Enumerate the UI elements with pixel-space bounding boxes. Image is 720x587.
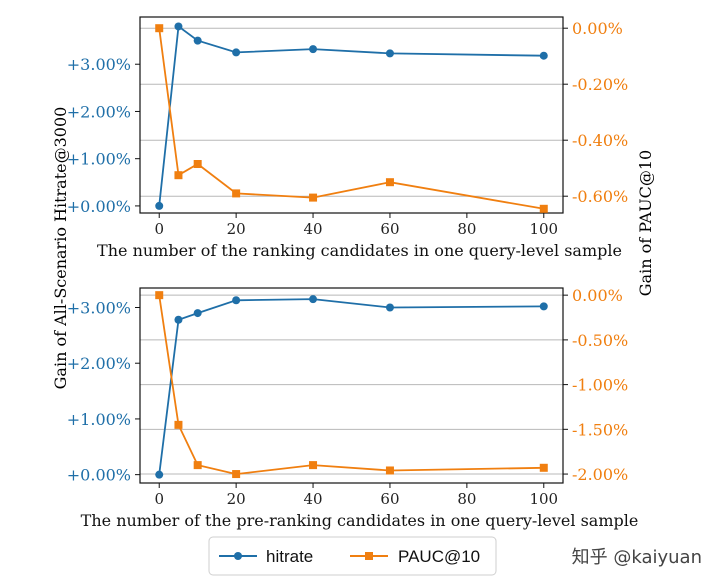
x-tick-label: 0 [154,220,164,238]
right-tick-label: -0.60% [572,187,628,206]
hitrate-point [155,470,164,479]
x-tick-label: 100 [529,220,558,238]
hitrate-point [174,315,183,324]
x-axis-label: The number of the ranking candidates in … [97,241,622,260]
left-tick-label: +1.00% [67,150,131,169]
right-axis-label: Gain of PAUC@10 [636,150,655,296]
plot-frame [139,287,564,484]
left-tick-label: +1.00% [67,410,131,429]
left-tick-label: +2.00% [67,102,131,121]
pauc-point [232,189,241,198]
pauc-point [155,24,164,33]
x-tick-label: 80 [457,490,476,508]
x-tick-label: 20 [227,490,246,508]
pauc-point [309,193,318,202]
x-tick-label: 60 [380,490,399,508]
watermark: 知乎 @kaiyuan [572,547,702,568]
pauc-point [385,466,394,475]
x-axis-label: The number of the pre-ranking candidates… [81,511,639,530]
x-tick-label: 40 [303,220,322,238]
x-tick-label: 20 [227,220,246,238]
right-tick-label: -2.00% [572,465,628,484]
right-tick-label: -0.20% [572,75,628,94]
pauc-point [309,461,318,470]
hitrate-point [309,295,318,304]
x-tick-label: 0 [154,490,164,508]
pauc-point [193,461,202,470]
plot-frame [139,16,564,214]
legend: hitrate PAUC@10 [208,536,497,576]
hitrate-point [385,49,394,58]
left-tick-label: +2.00% [67,354,131,373]
left-tick-label: +3.00% [67,299,131,318]
panel-pre-ranking-candidates: +0.00% +1.00% +2.00% +3.00% 0.00% -0.50% -1.00… [67,286,639,530]
hitrate-point [539,51,548,60]
hitrate-point [232,48,241,57]
pauc-point [539,463,548,472]
panel-ranking-candidates: +0.00% +1.00% +2.00% +3.00% 0.00% -0.20% -0.40… [67,16,628,260]
x-tick-label: 60 [380,220,399,238]
hitrate-point [193,36,202,45]
left-tick-label: +3.00% [67,55,131,74]
pauc-point [193,160,202,168]
hitrate-point [193,309,202,318]
legend-hitrate-label: hitrate [266,547,313,566]
x-tick-label: 100 [529,490,558,508]
x-tick-label: 40 [303,490,322,508]
right-tick-label: -1.50% [572,420,628,439]
right-tick-label: 0.00% [572,286,623,305]
hitrate-point [232,296,241,305]
pauc-point [539,204,548,213]
left-tick-label: +0.00% [67,197,131,216]
pauc-point [174,171,183,180]
pauc-point [385,178,394,187]
hitrate-point [385,303,394,312]
hitrate-point [174,22,183,31]
left-axis-label: Gain of All-Scenario Hitrate@3000 [51,107,70,390]
right-tick-label: -1.00% [572,376,628,395]
legend-pauc-label: PAUC@10 [398,547,480,566]
legend-hitrate-marker [234,552,242,560]
hitrate-point [309,45,318,54]
right-tick-label: 0.00% [572,19,623,38]
pauc-point [232,470,241,479]
left-tick-label: +0.00% [67,466,131,485]
hitrate-point [155,201,164,210]
pauc-point [155,291,164,300]
right-tick-label: -0.50% [572,331,628,350]
x-tick-label: 80 [457,220,476,238]
hitrate-point [539,302,548,311]
right-tick-label: -0.40% [572,131,628,150]
pauc-point [174,420,183,429]
legend-pauc-marker [365,552,373,560]
series-line-hitrate [158,298,544,475]
